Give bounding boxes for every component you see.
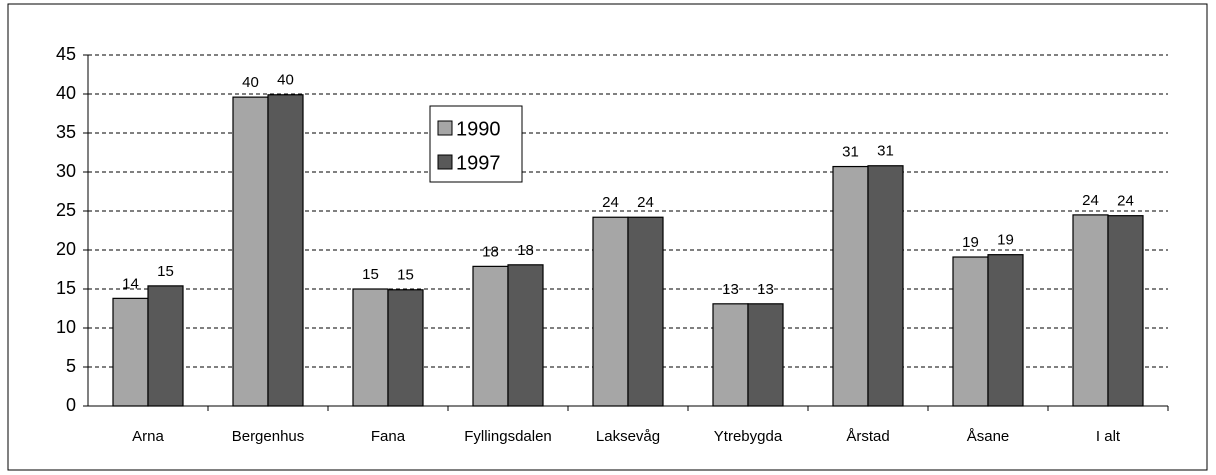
value-label: 18 bbox=[517, 242, 534, 259]
value-label: 13 bbox=[722, 281, 739, 298]
bar bbox=[387, 289, 424, 407]
value-label: 15 bbox=[397, 267, 414, 284]
x-tick-label: Laksevåg bbox=[596, 428, 660, 445]
y-tick-label: 45 bbox=[56, 44, 76, 64]
bar bbox=[627, 216, 664, 407]
bar bbox=[352, 288, 389, 407]
x-tick-label: Bergenhus bbox=[232, 428, 305, 445]
y-tick-label: 25 bbox=[56, 200, 76, 220]
value-label: 24 bbox=[602, 194, 619, 211]
value-label: 15 bbox=[157, 263, 174, 280]
value-label: 40 bbox=[277, 72, 294, 89]
y-tick-label: 15 bbox=[56, 278, 76, 298]
y-tick-label: 5 bbox=[66, 356, 76, 376]
y-tick-label: 35 bbox=[56, 122, 76, 142]
value-label: 40 bbox=[242, 74, 259, 91]
bar bbox=[1072, 214, 1109, 407]
bar bbox=[1107, 215, 1144, 407]
y-tick-label: 0 bbox=[66, 395, 76, 415]
bar bbox=[147, 285, 184, 407]
value-label: 24 bbox=[637, 194, 654, 211]
x-tick-label: Årstad bbox=[846, 428, 889, 445]
x-tick-label: Ytrebygda bbox=[714, 428, 783, 445]
value-label: 31 bbox=[877, 143, 894, 160]
legend-label: 1990 bbox=[456, 118, 501, 140]
value-label: 14 bbox=[122, 275, 139, 292]
legend-label: 1997 bbox=[456, 152, 501, 174]
value-label: 24 bbox=[1117, 193, 1134, 210]
value-label: 31 bbox=[842, 144, 859, 161]
legend-swatch bbox=[437, 154, 453, 170]
y-tick-label: 20 bbox=[56, 239, 76, 259]
x-tick-label: Fyllingsdalen bbox=[464, 428, 552, 445]
bar bbox=[712, 303, 749, 407]
bar bbox=[267, 94, 304, 407]
legend-swatch bbox=[437, 120, 453, 136]
value-label: 18 bbox=[482, 243, 499, 260]
bar bbox=[747, 303, 784, 407]
x-tick-label: Fana bbox=[371, 428, 406, 445]
y-tick-label: 30 bbox=[56, 161, 76, 181]
x-tick-label: I alt bbox=[1096, 428, 1121, 445]
y-tick-label: 40 bbox=[56, 83, 76, 103]
bar bbox=[472, 265, 509, 407]
bar bbox=[832, 165, 869, 407]
value-label: 19 bbox=[997, 232, 1014, 249]
bar bbox=[867, 165, 904, 407]
value-label: 15 bbox=[362, 266, 379, 283]
value-label: 19 bbox=[962, 234, 979, 251]
bar bbox=[987, 254, 1024, 407]
value-label: 13 bbox=[757, 281, 774, 298]
x-tick-label: Åsane bbox=[967, 428, 1010, 445]
bar bbox=[592, 216, 629, 407]
value-label: 24 bbox=[1082, 192, 1099, 209]
y-tick-label: 10 bbox=[56, 317, 76, 337]
bar bbox=[507, 264, 544, 407]
bar bbox=[232, 96, 269, 407]
bar bbox=[952, 256, 989, 407]
x-tick-label: Arna bbox=[132, 428, 164, 445]
bar bbox=[112, 297, 149, 407]
